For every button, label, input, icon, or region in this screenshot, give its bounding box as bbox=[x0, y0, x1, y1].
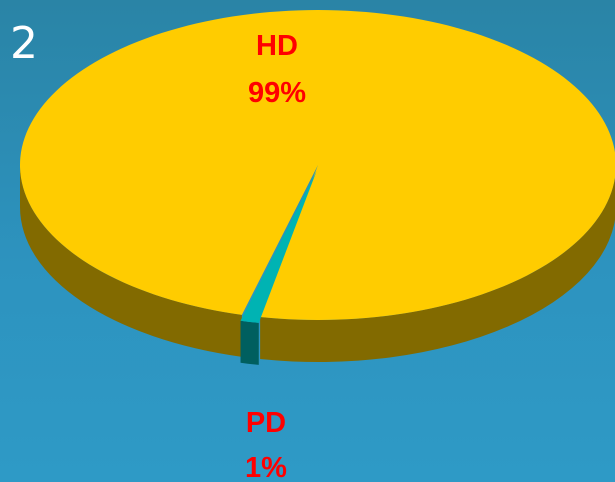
label-pd-category: PD bbox=[246, 407, 286, 439]
label-hd-percent: 99% bbox=[248, 77, 306, 109]
slide-number: 2 bbox=[10, 18, 38, 69]
slice-side-pd bbox=[240, 320, 259, 365]
label-pd-percent: 1% bbox=[245, 452, 287, 482]
slice-pd bbox=[240, 170, 317, 323]
label-hd-category: HD bbox=[256, 30, 298, 62]
slice-hd bbox=[20, 10, 615, 321]
slice-side-hd bbox=[20, 165, 615, 363]
